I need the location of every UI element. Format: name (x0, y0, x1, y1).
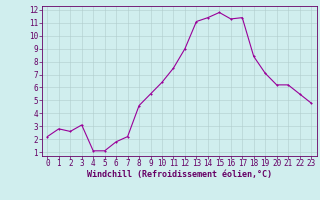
X-axis label: Windchill (Refroidissement éolien,°C): Windchill (Refroidissement éolien,°C) (87, 170, 272, 179)
